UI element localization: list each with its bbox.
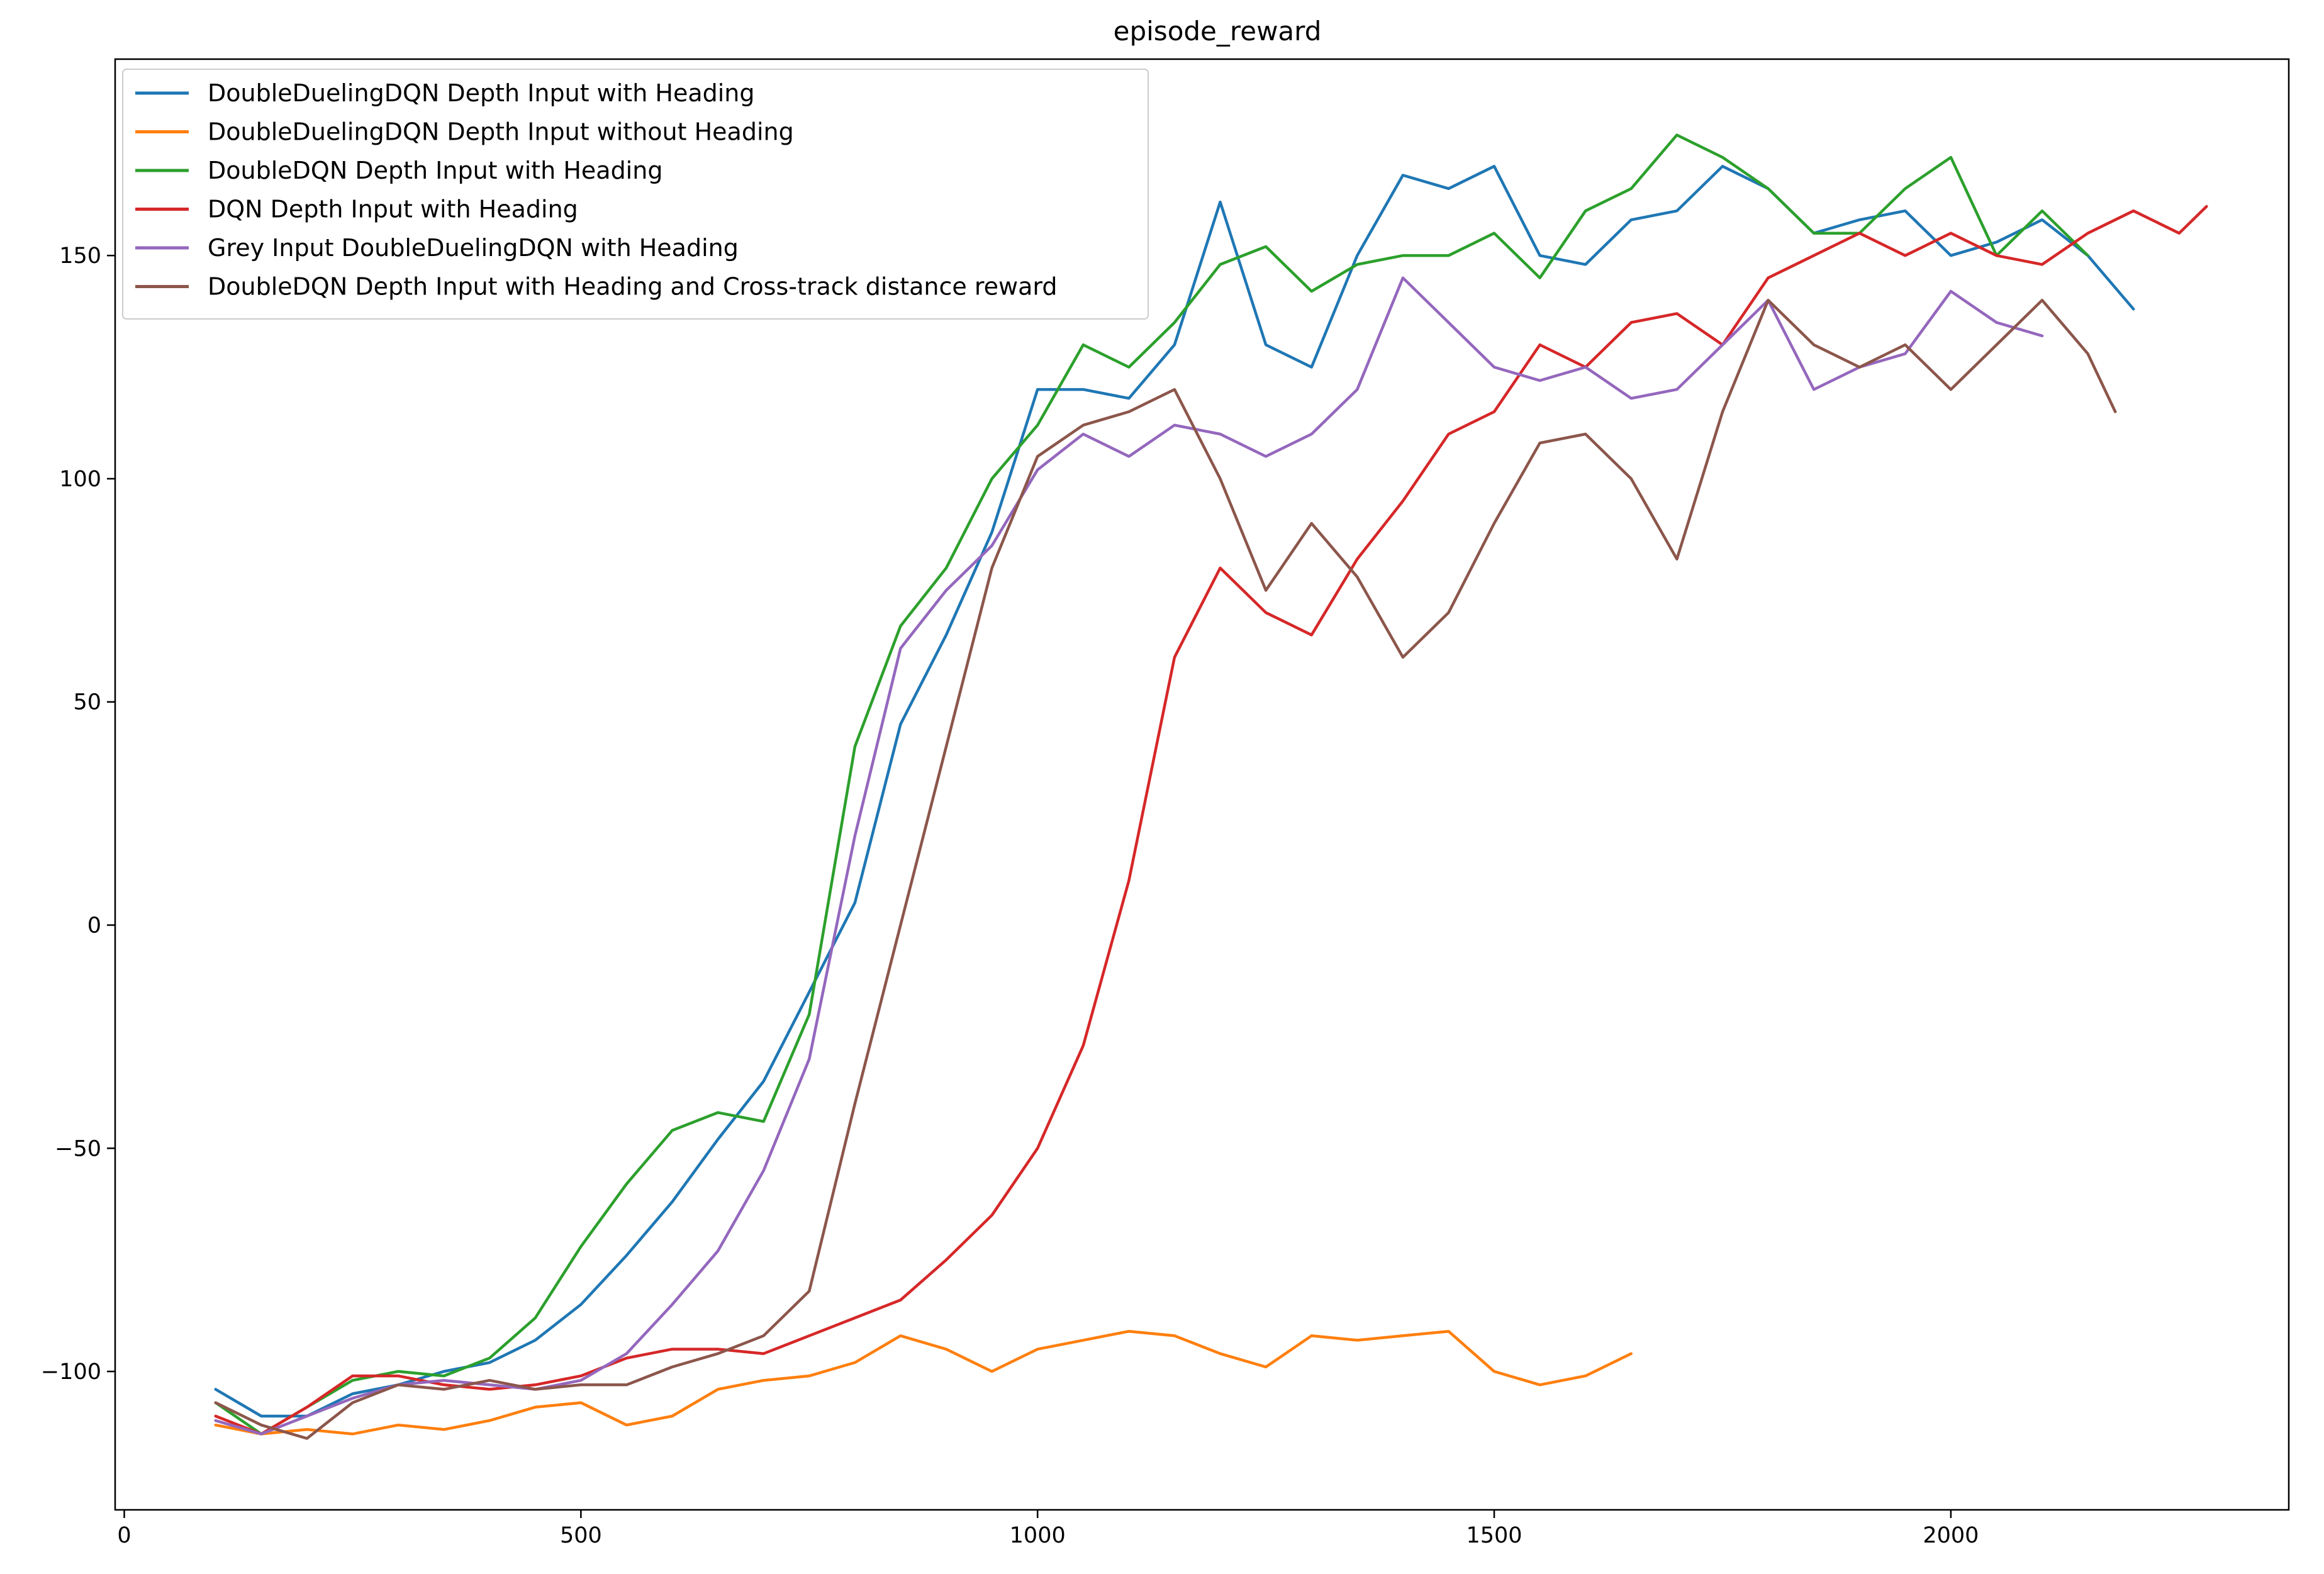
y-axis: −100 −50 0 50 100 150	[41, 243, 115, 1385]
x-tick-label: 2000	[1923, 1523, 1979, 1548]
legend-label: Grey Input DoubleDuelingDQN with Heading	[208, 234, 739, 262]
series-line-2	[214, 1329, 1633, 1436]
series-line-3	[214, 133, 2089, 1436]
plot-frame	[114, 58, 2290, 1511]
legend: DoubleDuelingDQN Depth Input with Headin…	[122, 69, 1149, 320]
x-tick-label: 1000	[1010, 1523, 1066, 1548]
plot-area	[114, 58, 2290, 1511]
y-tick-label: −100	[41, 1359, 101, 1385]
x-tick-label: 1500	[1466, 1523, 1522, 1548]
y-tick-label: 0	[87, 913, 101, 939]
legend-label: DQN Depth Input with Heading	[208, 196, 578, 223]
y-tick-label: 50	[73, 690, 101, 715]
legend-label: DoubleDuelingDQN Depth Input without Hea…	[208, 118, 794, 146]
y-tick-label: −50	[55, 1136, 101, 1161]
y-tick-label: 100	[59, 467, 101, 492]
legend-label: DoubleDQN Depth Input with Heading	[208, 157, 662, 184]
y-tick-label: 150	[59, 243, 101, 269]
legend-label: DoubleDQN Depth Input with Heading and C…	[208, 273, 1057, 301]
series-line-6	[214, 298, 2117, 1440]
series-layer	[214, 133, 2208, 1440]
series-line-4	[214, 204, 2208, 1436]
x-tick-label: 500	[560, 1523, 602, 1548]
chart-title: episode_reward	[1114, 16, 1322, 47]
x-axis: 0 500 1000 1500 2000	[117, 1510, 1979, 1548]
series-line-1	[214, 165, 2135, 1418]
legend-box	[122, 69, 1149, 320]
x-tick-label: 0	[117, 1523, 131, 1548]
legend-label: DoubleDuelingDQN Depth Input with Headin…	[208, 79, 755, 107]
series-line-5	[214, 276, 2044, 1436]
